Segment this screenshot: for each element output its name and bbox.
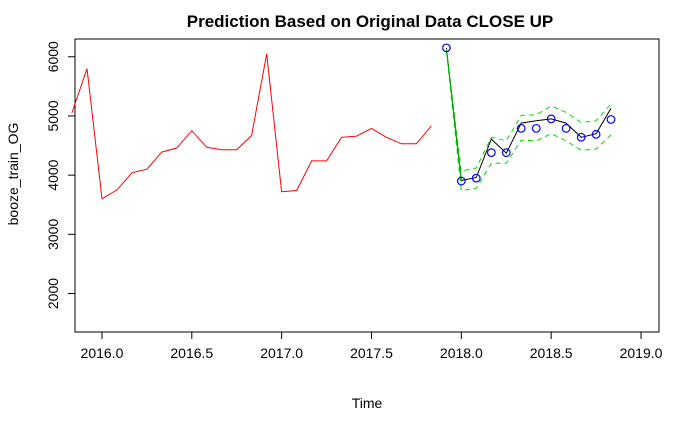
- data-point: [606, 115, 616, 124]
- data-point: [576, 132, 586, 142]
- series-polyline: [71, 53, 432, 200]
- x-tick-label: 2017.5: [350, 345, 393, 361]
- series-polyline: [445, 49, 612, 172]
- plot-frame: [74, 38, 660, 333]
- data-point: [442, 43, 451, 53]
- actual-points: [442, 43, 616, 186]
- y-axis-label: booze_train_OG: [5, 123, 21, 226]
- y-axis: 2000 3000 4000 5000 6000: [45, 41, 75, 309]
- prediction-series-line: [445, 47, 612, 182]
- x-tick-label: 2019.0: [620, 345, 663, 361]
- lower-bound-line: [445, 50, 612, 192]
- data-point: [456, 176, 466, 186]
- y-tick-label: 4000: [45, 159, 61, 190]
- prediction-start-line: [445, 49, 462, 181]
- y-tick-label: 2000: [45, 278, 61, 309]
- data-point: [486, 148, 496, 158]
- data-point: [471, 173, 481, 183]
- x-axis: 2016.0 2016.5 2017.0 2017.5 2018.0 2018.5 2019…: [81, 332, 663, 361]
- data-point: [591, 129, 601, 139]
- data-point: [531, 123, 541, 133]
- y-tick-label: 6000: [45, 41, 61, 72]
- observed-series-line: [71, 53, 432, 200]
- series-polyline: [445, 49, 462, 181]
- upper-bound-line: [445, 49, 612, 172]
- chart-title: Prediction Based on Original Data CLOSE …: [187, 12, 554, 31]
- series-polyline: [445, 47, 612, 182]
- x-tick-label: 2018.0: [440, 345, 483, 361]
- data-point: [516, 123, 526, 133]
- y-tick-label: 3000: [45, 219, 61, 250]
- series-layer: [71, 43, 616, 200]
- x-tick-label: 2016.5: [170, 345, 213, 361]
- x-axis-label: Time: [352, 395, 383, 411]
- data-point: [546, 114, 556, 124]
- data-point: [501, 148, 511, 158]
- x-tick-label: 2016.0: [81, 345, 124, 361]
- x-tick-label: 2018.5: [530, 345, 573, 361]
- series-polyline: [445, 50, 612, 192]
- x-tick-label: 2017.0: [260, 345, 303, 361]
- data-point: [561, 123, 571, 133]
- y-tick-label: 5000: [45, 100, 61, 131]
